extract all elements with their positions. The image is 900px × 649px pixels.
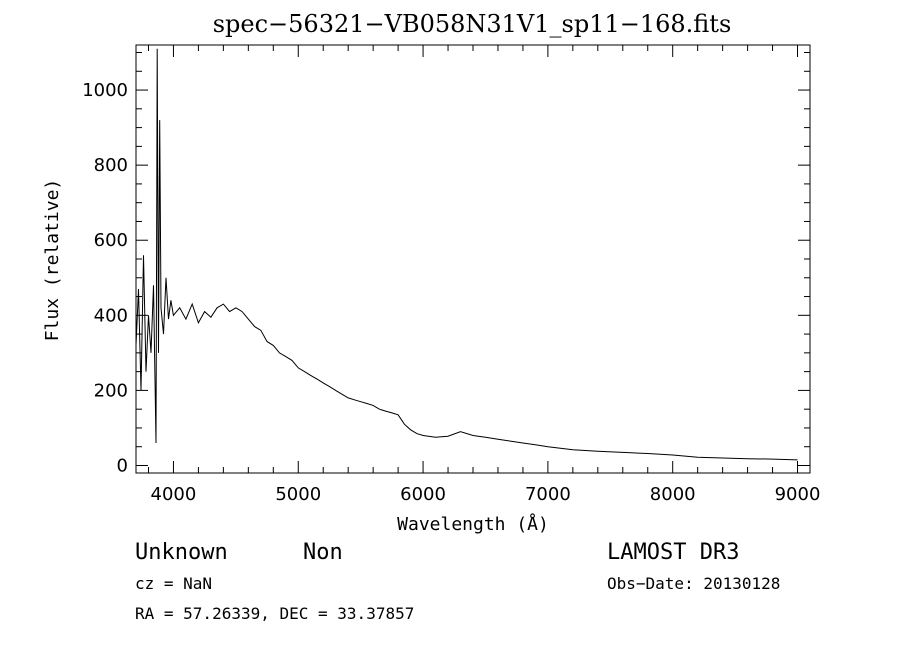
- y-tick-label: 400: [94, 305, 128, 326]
- x-tick-label: 8000: [650, 484, 696, 505]
- y-tick-label: 600: [94, 230, 128, 251]
- spectrum-line: [135, 48, 798, 461]
- x-tick-label: 5000: [275, 484, 321, 505]
- x-axis-label: Wavelength (Å): [397, 513, 549, 535]
- obs-date-text: Obs−Date: 20130128: [607, 574, 780, 593]
- redshift-text: cz = NaN: [135, 574, 212, 593]
- y-tick-label: 200: [94, 380, 128, 401]
- x-tick-label: 7000: [525, 484, 571, 505]
- x-axis-tick-labels: 4000 5000 6000 7000 8000 9000: [151, 484, 821, 505]
- survey-label: LAMOST DR3: [607, 540, 739, 565]
- chart-title: spec−56321−VB058N31V1_sp11−168.fits: [213, 10, 732, 38]
- object-subclass: Non: [303, 540, 343, 565]
- x-axis-ticks: [147, 45, 799, 473]
- y-axis-ticks: [136, 52, 810, 466]
- y-tick-label: 800: [94, 155, 128, 176]
- y-tick-label: 0: [117, 455, 128, 476]
- x-tick-label: 4000: [151, 484, 197, 505]
- y-axis-label: Flux (relative): [42, 179, 63, 342]
- y-tick-label: 1000: [82, 80, 128, 101]
- x-tick-label: 6000: [400, 484, 446, 505]
- object-class: Unknown: [135, 540, 228, 565]
- y-axis-tick-labels: 0 200 400 600 800 1000: [82, 80, 128, 476]
- x-tick-label: 9000: [775, 484, 821, 505]
- spectrum-series: [135, 48, 798, 461]
- plot-frame: [135, 44, 811, 474]
- coordinates-text: RA = 57.26339, DEC = 33.37857: [135, 604, 414, 623]
